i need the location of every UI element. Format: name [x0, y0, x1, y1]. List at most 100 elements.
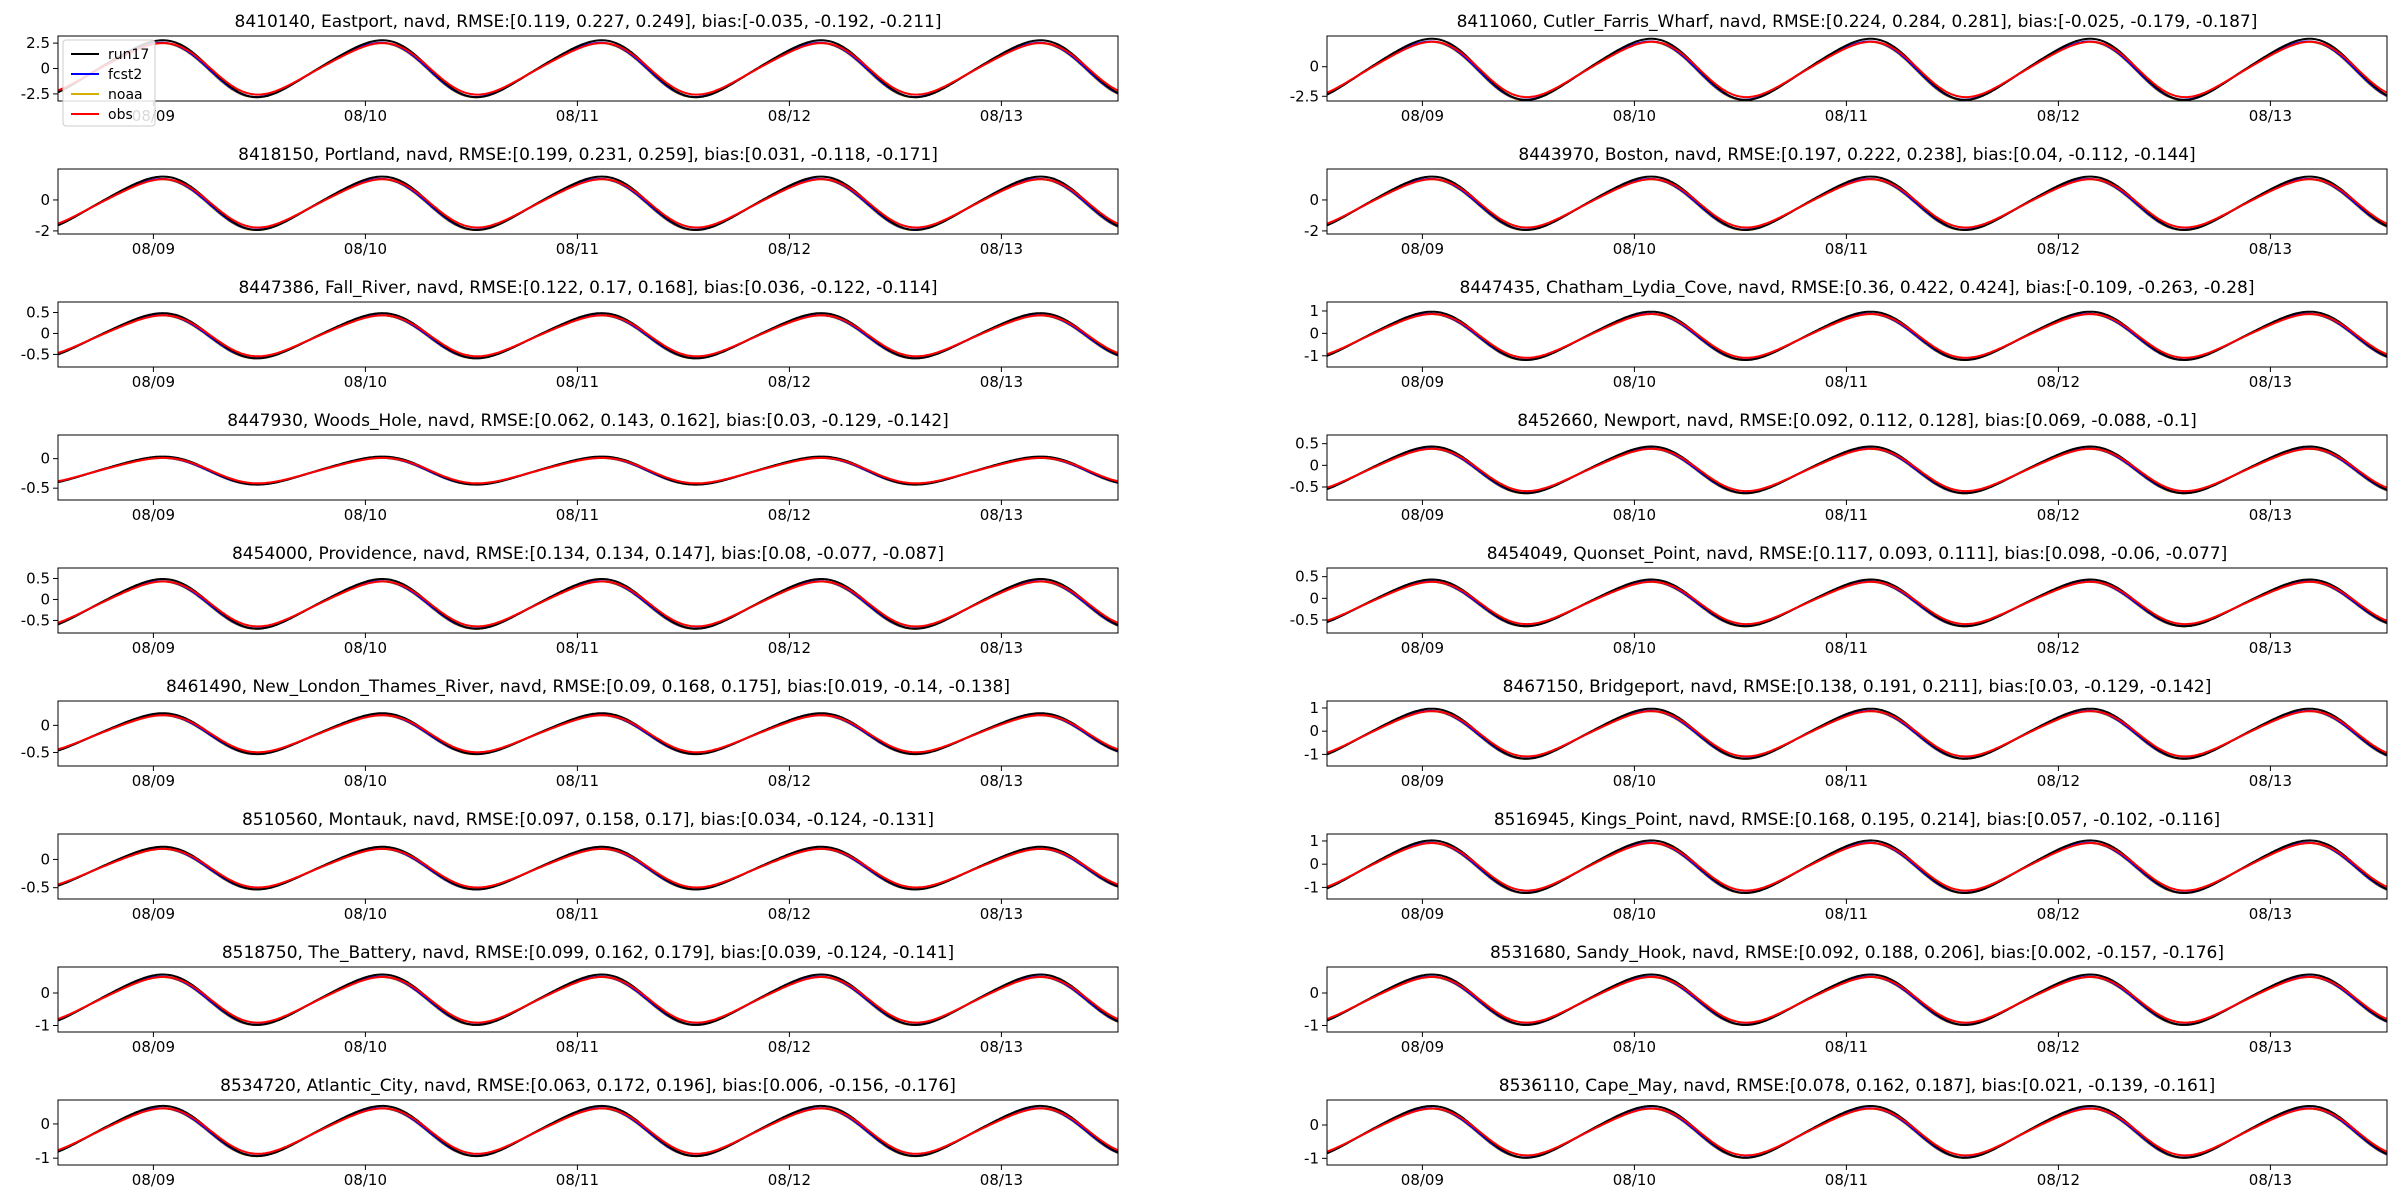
series-group	[1327, 1105, 2387, 1159]
y-tick-label: 0.5	[1295, 435, 1319, 453]
y-tick-label: 0	[1309, 324, 1319, 342]
x-tick-label: 08/11	[556, 905, 599, 923]
legend-label-run17: run17	[108, 47, 149, 63]
series-group	[1327, 175, 2387, 231]
y-tick-label: -1	[1304, 1149, 1319, 1167]
x-tick-label: 08/13	[2249, 107, 2292, 125]
y-tick-label: -0.5	[1290, 611, 1319, 629]
series-line-obs	[1327, 976, 2387, 1024]
series-line-noaa	[58, 1107, 1118, 1158]
series-line-run17	[1327, 445, 2387, 495]
legend-label-fcst2: fcst2	[108, 67, 142, 83]
subplot-5: 8447386, Fall_River, navd, RMSE:[0.122, …	[21, 278, 1119, 391]
y-tick-label: -0.5	[21, 743, 50, 761]
series-line-fcst2	[1327, 447, 2387, 495]
x-tick-label: 08/13	[980, 905, 1023, 923]
x-tick-label: 08/10	[1613, 107, 1656, 125]
y-tick-label: 1	[1309, 832, 1319, 850]
series-group	[58, 578, 1118, 630]
x-tick-label: 08/11	[1825, 240, 1868, 258]
legend-label-obs: obs	[108, 107, 133, 123]
legend-label-noaa: noaa	[108, 87, 143, 103]
x-tick-label: 08/13	[2249, 506, 2292, 524]
legend: run17 fcst2 noaa obs	[62, 39, 156, 127]
subplot-title: 8518750, The_Battery, navd, RMSE:[0.099,…	[222, 943, 954, 963]
y-tick-label: 1	[1309, 302, 1319, 320]
x-tick-label: 08/09	[1401, 639, 1444, 657]
y-tick-label: -1	[1304, 347, 1319, 365]
series-group	[58, 845, 1118, 891]
plot-frame	[1326, 168, 2388, 235]
series-line-noaa	[1327, 178, 2387, 231]
series-line-run17	[58, 578, 1118, 630]
x-tick-label: 08/11	[556, 772, 599, 790]
x-tick-label: 08/11	[1825, 639, 1868, 657]
x-tick-label: 08/12	[768, 107, 811, 125]
y-tick-label: 0	[40, 450, 50, 468]
subplot-18: 8536110, Cape_May, navd, RMSE:[0.078, 0.…	[1304, 1076, 2388, 1189]
x-tick-label: 08/13	[980, 240, 1023, 258]
subplot-13: 8510560, Montauk, navd, RMSE:[0.097, 0.1…	[21, 810, 1119, 923]
x-tick-label: 08/09	[132, 1171, 175, 1189]
series-group	[58, 312, 1118, 360]
plot-frame	[57, 966, 1119, 1033]
x-tick-label: 08/10	[1613, 240, 1656, 258]
series-line-fcst2	[1327, 1107, 2387, 1159]
series-line-obs	[58, 314, 1118, 358]
series-line-obs	[1327, 1107, 2387, 1157]
plot-frame	[57, 1099, 1119, 1166]
x-tick-label: 08/09	[132, 240, 175, 258]
series-line-obs	[58, 976, 1118, 1024]
x-tick-label: 08/12	[768, 506, 811, 524]
series-line-noaa	[58, 714, 1118, 756]
plot-frame	[1326, 35, 2388, 102]
series-group	[1327, 445, 2387, 495]
x-tick-label: 08/10	[344, 1171, 387, 1189]
series-line-obs	[58, 178, 1118, 229]
y-tick-label: 0	[40, 590, 50, 608]
x-tick-label: 08/13	[980, 772, 1023, 790]
x-tick-label: 08/09	[132, 772, 175, 790]
x-tick-label: 08/13	[2249, 373, 2292, 391]
x-tick-label: 08/13	[980, 373, 1023, 391]
x-tick-label: 08/09	[1401, 107, 1444, 125]
x-tick-label: 08/11	[1825, 373, 1868, 391]
x-tick-label: 08/13	[980, 1038, 1023, 1056]
subplot-6: 8447435, Chatham_Lydia_Cove, navd, RMSE:…	[1304, 278, 2388, 391]
plot-frame	[57, 700, 1119, 767]
y-tick-label: 2.5	[26, 34, 50, 52]
series-group	[1327, 707, 2387, 760]
series-line-run17	[1327, 37, 2387, 101]
series-line-noaa	[58, 42, 1118, 99]
x-tick-label: 08/09	[132, 373, 175, 391]
series-line-run17	[1327, 1105, 2387, 1159]
x-tick-label: 08/11	[556, 1038, 599, 1056]
x-tick-label: 08/10	[1613, 373, 1656, 391]
series-group	[1327, 310, 2387, 361]
x-tick-label: 08/13	[2249, 240, 2292, 258]
y-tick-label: 1	[1309, 699, 1319, 717]
series-group	[1327, 37, 2387, 101]
y-tick-label: -0.5	[21, 345, 50, 363]
plot-frame	[1326, 567, 2388, 634]
series-line-run17	[1327, 973, 2387, 1026]
series-line-run17	[1327, 578, 2387, 628]
subplot-title: 8410140, Eastport, navd, RMSE:[0.119, 0.…	[235, 12, 942, 32]
series-line-fcst2	[58, 714, 1118, 755]
y-tick-label: -2.5	[1290, 87, 1319, 105]
series-group	[58, 1104, 1118, 1158]
subplot-title: 8516945, Kings_Point, navd, RMSE:[0.168,…	[1494, 810, 2220, 830]
y-tick-label: -1	[1304, 878, 1319, 896]
x-tick-label: 08/11	[1825, 1038, 1868, 1056]
x-tick-label: 08/12	[2037, 240, 2080, 258]
subplot-title: 8536110, Cape_May, navd, RMSE:[0.078, 0.…	[1499, 1076, 2215, 1096]
x-tick-label: 08/10	[344, 373, 387, 391]
series-line-fcst2	[1327, 709, 2387, 760]
series-line-run17	[58, 312, 1118, 360]
x-tick-label: 08/10	[344, 240, 387, 258]
subplot-1: 8410140, Eastport, navd, RMSE:[0.119, 0.…	[21, 12, 1119, 125]
x-tick-label: 08/10	[1613, 905, 1656, 923]
x-tick-label: 08/13	[980, 506, 1023, 524]
x-tick-label: 08/09	[1401, 373, 1444, 391]
series-line-fcst2	[58, 975, 1118, 1026]
